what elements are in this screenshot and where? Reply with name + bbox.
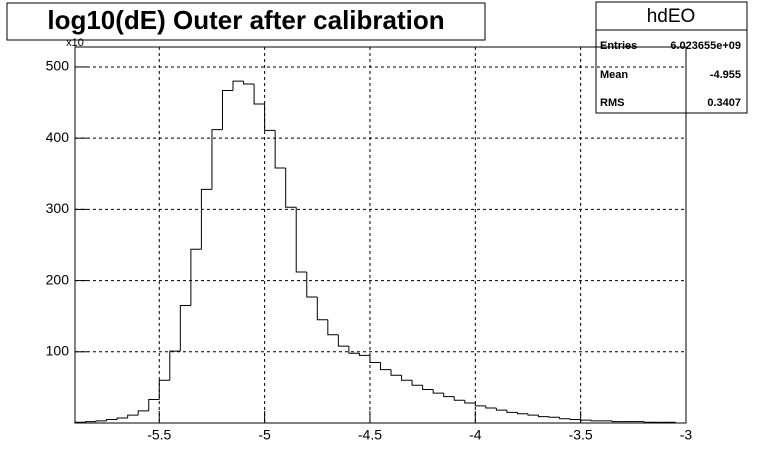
x-tick-label: -3.5 bbox=[569, 427, 593, 443]
stats-title: hdEO bbox=[647, 6, 696, 27]
bar bbox=[285, 168, 297, 208]
bar bbox=[148, 399, 160, 411]
x-tick-label: -3 bbox=[680, 427, 693, 443]
bar bbox=[527, 413, 539, 416]
bar bbox=[432, 389, 444, 394]
y-tick-label: 300 bbox=[46, 200, 70, 216]
y-tick-label: 400 bbox=[46, 129, 70, 145]
x-tick-label: -5 bbox=[258, 427, 271, 443]
frame-border bbox=[74, 46, 687, 424]
bar bbox=[422, 385, 434, 391]
bar bbox=[106, 418, 118, 421]
bar bbox=[590, 420, 602, 422]
title-box bbox=[6, 2, 486, 41]
bar bbox=[274, 130, 286, 169]
x-tick-label: -4.5 bbox=[358, 427, 382, 443]
y-multiplier: x10 bbox=[66, 37, 84, 49]
bar bbox=[548, 416, 560, 418]
bar bbox=[211, 129, 223, 190]
stats-value: -4.955 bbox=[710, 69, 741, 81]
bar bbox=[401, 375, 413, 381]
bar bbox=[158, 379, 170, 400]
bar bbox=[116, 417, 128, 420]
bar bbox=[369, 355, 381, 363]
bar bbox=[95, 420, 107, 422]
bar bbox=[85, 421, 97, 423]
bar bbox=[380, 362, 392, 371]
bar bbox=[200, 188, 212, 250]
stats-label: RMS bbox=[600, 97, 624, 109]
bar bbox=[169, 350, 181, 381]
y-tick-label: 500 bbox=[46, 58, 70, 74]
bar bbox=[179, 305, 191, 352]
frame bbox=[74, 46, 687, 424]
bar bbox=[243, 81, 255, 85]
stats-value: 6.023655e+09 bbox=[670, 40, 741, 52]
bar bbox=[569, 418, 581, 420]
stats-label: Entries bbox=[600, 40, 637, 52]
bar bbox=[190, 248, 202, 306]
bar bbox=[232, 80, 244, 91]
bar bbox=[358, 353, 370, 356]
bar bbox=[580, 419, 592, 421]
bar bbox=[295, 207, 307, 273]
stats-value: 0.3407 bbox=[707, 97, 741, 109]
bar bbox=[474, 403, 486, 407]
y-tick-label: 200 bbox=[46, 271, 70, 287]
bar bbox=[559, 417, 571, 420]
bar bbox=[443, 393, 455, 398]
bar bbox=[643, 421, 655, 423]
bar bbox=[306, 272, 318, 298]
bar bbox=[337, 334, 349, 347]
bar bbox=[264, 103, 276, 131]
bar bbox=[485, 405, 497, 409]
bar bbox=[506, 410, 518, 413]
bar bbox=[611, 420, 623, 423]
bar bbox=[516, 412, 528, 415]
bar bbox=[316, 296, 328, 321]
bar bbox=[137, 410, 149, 416]
y-tick-label: 100 bbox=[46, 342, 70, 358]
x-tick-label: -5.5 bbox=[147, 427, 171, 443]
bar bbox=[495, 408, 507, 411]
bar bbox=[348, 346, 360, 354]
stats-box bbox=[595, 1, 748, 114]
bar bbox=[464, 400, 476, 404]
bar bbox=[221, 89, 234, 130]
bar bbox=[390, 369, 402, 376]
bar bbox=[411, 380, 423, 386]
bar bbox=[253, 84, 265, 105]
stats-label: Mean bbox=[600, 69, 628, 81]
chart-title: log10(dE) Outer after calibration bbox=[47, 5, 444, 35]
bar bbox=[327, 319, 339, 336]
x-tick-label: -4 bbox=[469, 427, 482, 443]
bar bbox=[127, 414, 139, 419]
bar bbox=[538, 415, 550, 418]
bar bbox=[453, 396, 465, 401]
